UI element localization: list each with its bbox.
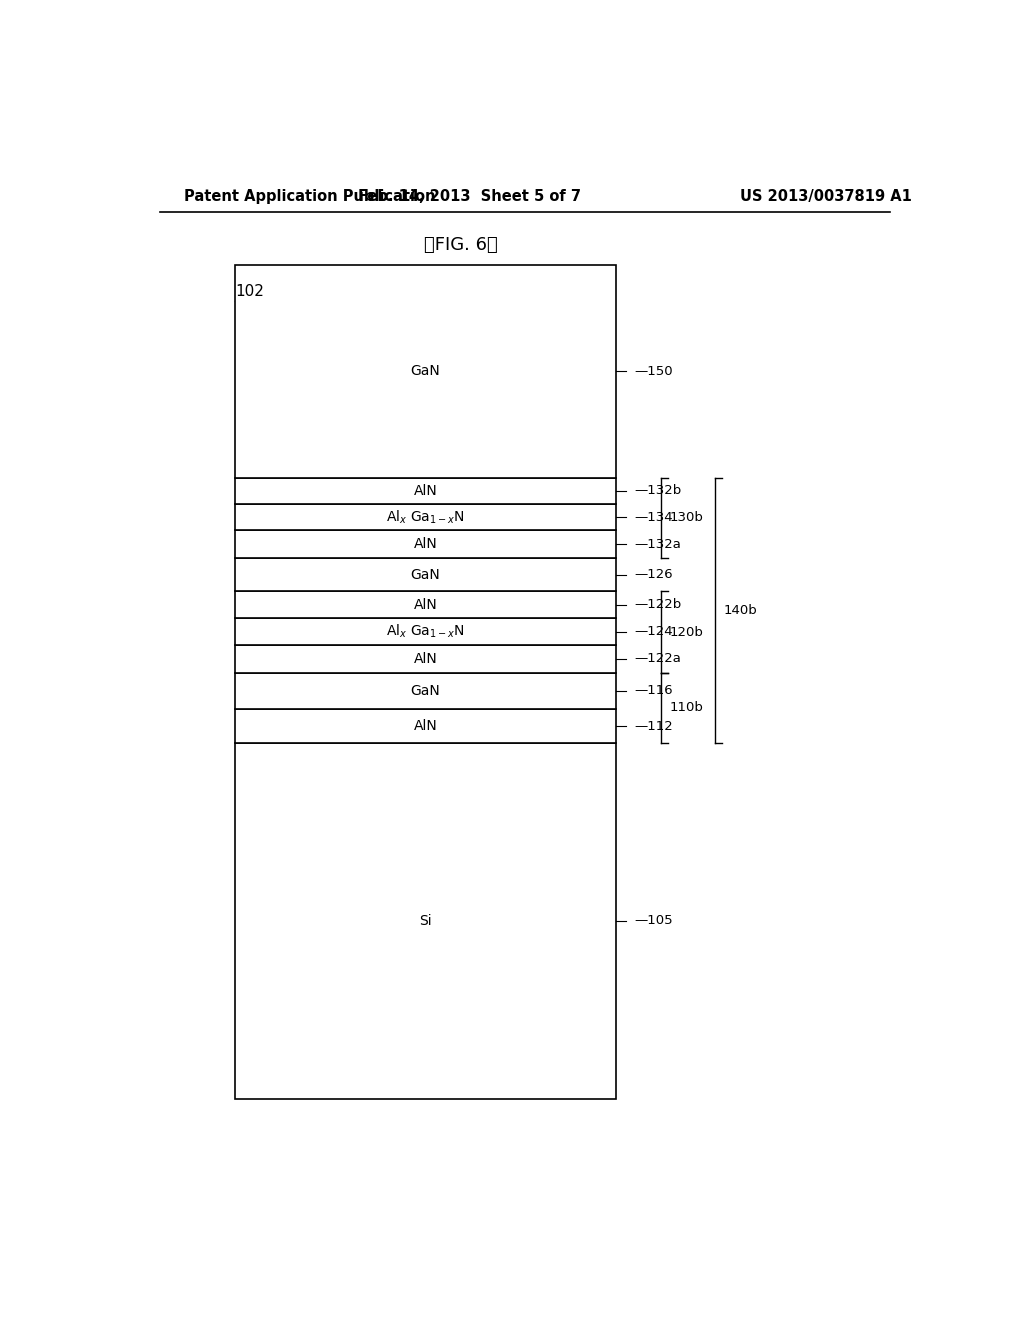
Bar (236, 478, 616, 504)
Bar (236, 591, 616, 618)
Text: 110b: 110b (670, 701, 703, 714)
Text: 《FIG. 6》: 《FIG. 6》 (424, 236, 499, 253)
Text: —122a: —122a (634, 652, 681, 665)
Text: 130b: 130b (670, 511, 703, 524)
Text: —116: —116 (634, 685, 673, 697)
Bar (236, 504, 616, 531)
Text: Al$_x$ Ga$_{1-x}$N: Al$_x$ Ga$_{1-x}$N (386, 508, 465, 525)
Text: AlN: AlN (414, 719, 437, 733)
Text: —134: —134 (634, 511, 673, 524)
Text: Feb. 14, 2013  Sheet 5 of 7: Feb. 14, 2013 Sheet 5 of 7 (357, 189, 581, 203)
Text: 102: 102 (236, 284, 264, 298)
Text: Patent Application Publication: Patent Application Publication (183, 189, 435, 203)
Text: Al$_x$ Ga$_{1-x}$N: Al$_x$ Ga$_{1-x}$N (386, 623, 465, 640)
Text: 120b: 120b (670, 626, 703, 639)
Text: —150: —150 (634, 364, 673, 378)
Text: GaN: GaN (411, 684, 440, 698)
Text: —132a: —132a (634, 537, 681, 550)
Bar (236, 618, 616, 645)
Bar (236, 558, 616, 591)
Bar (236, 531, 616, 558)
Text: AlN: AlN (414, 537, 437, 552)
Text: —122b: —122b (634, 598, 682, 611)
Text: —124: —124 (634, 626, 673, 638)
Text: —112: —112 (634, 719, 673, 733)
Bar (236, 265, 616, 478)
Text: AlN: AlN (414, 598, 437, 611)
Text: GaN: GaN (411, 568, 440, 582)
Text: —126: —126 (634, 568, 673, 581)
Bar (236, 645, 616, 673)
Text: AlN: AlN (414, 652, 437, 667)
Bar (236, 743, 616, 1098)
Text: US 2013/0037819 A1: US 2013/0037819 A1 (740, 189, 912, 203)
Text: —105: —105 (634, 915, 673, 927)
Text: —132b: —132b (634, 484, 682, 498)
Text: GaN: GaN (411, 364, 440, 379)
Bar (236, 673, 616, 709)
Text: AlN: AlN (414, 483, 437, 498)
Bar (236, 709, 616, 743)
Text: 140b: 140b (723, 603, 757, 616)
Text: Si: Si (419, 913, 432, 928)
